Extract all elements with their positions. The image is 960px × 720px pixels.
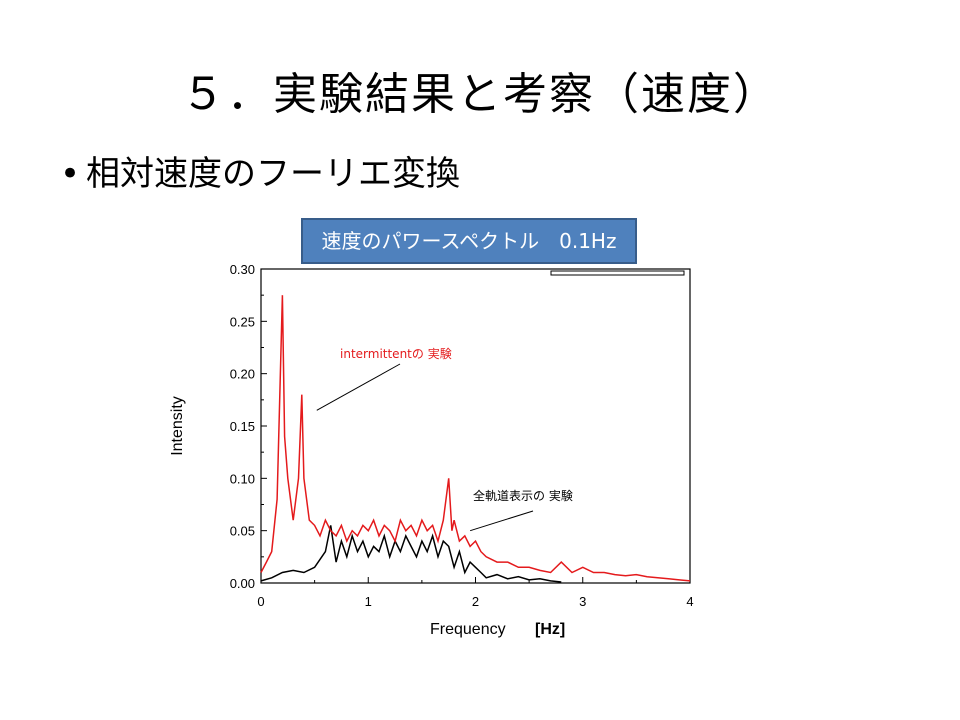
series-line-0 [260,295,691,582]
legend-box [550,270,685,276]
y-tick-label: 0.25 [230,314,255,329]
bullet-dot: • [60,154,81,194]
annotation-label: intermittentの 実験 [340,346,452,361]
x-tick-label: 2 [472,594,479,609]
x-tick-label: 0 [257,594,264,609]
y-tick-label: 0.30 [230,262,255,277]
x-tick-label: 3 [579,594,586,609]
y-tick-label: 0.10 [230,471,255,486]
x-axis-label: Frequency [430,621,506,638]
plot-frame [260,268,691,584]
bullet-item: • 相対速度のフーリエ変換 [60,146,460,195]
annotation-leader-line [316,363,401,411]
y-tick-label: 0.20 [230,367,255,382]
x-tick-label: 4 [686,594,693,609]
chart-caption-box: 速度のパワースペクトル 0.1Hz [301,218,637,264]
bullet-text: 相対速度のフーリエ変換 [86,154,460,194]
y-tick-label: 0.00 [230,576,255,591]
y-tick-label: 0.15 [230,419,255,434]
y-tick-label: 0.05 [230,524,255,539]
y-axis-label: Intensity [169,396,186,456]
slide-title: ５．実験結果と考察（速度） [181,69,779,120]
x-axis-unit: [Hz] [535,621,565,638]
x-tick-label: 1 [365,594,372,609]
series-line-1 [260,525,562,583]
annotation-leader-line [469,510,534,532]
annotation-label: 全軌道表示の 実験 [473,488,573,503]
